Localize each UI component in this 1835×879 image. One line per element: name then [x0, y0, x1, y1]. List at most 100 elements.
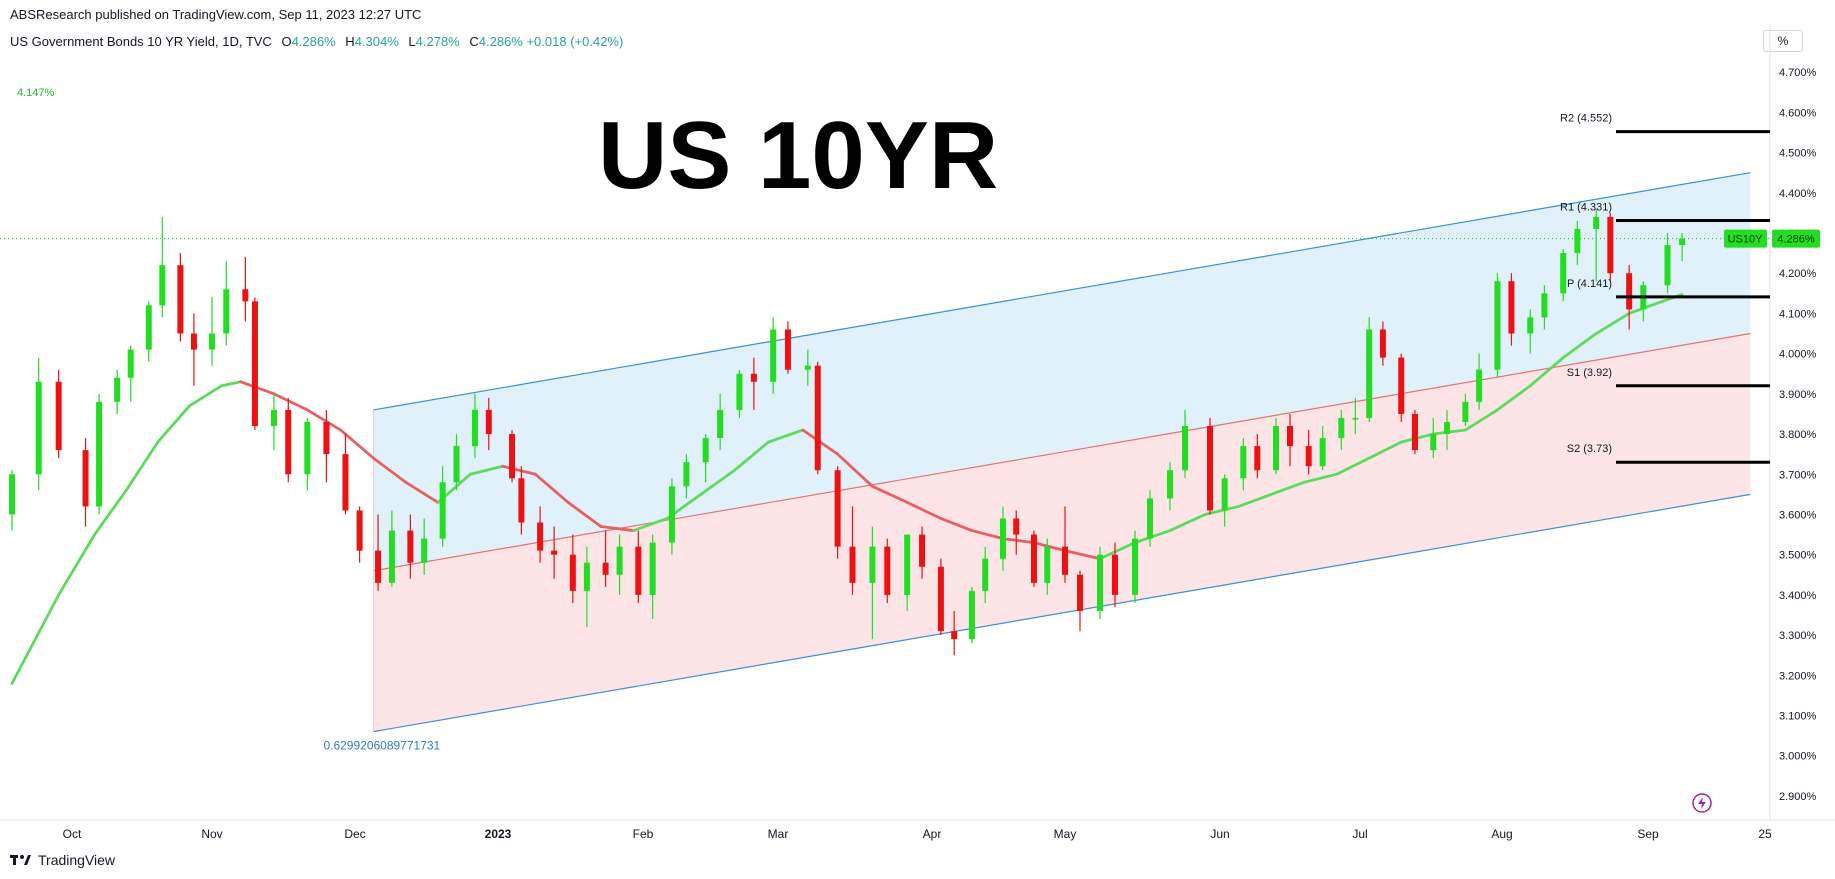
candle-body[interactable]: [1476, 369, 1483, 402]
candle-body[interactable]: [1097, 554, 1103, 611]
candle-body[interactable]: [1062, 546, 1068, 575]
candle-body[interactable]: [251, 301, 258, 426]
candle-body[interactable]: [1254, 446, 1261, 471]
candle-body[interactable]: [1112, 554, 1118, 595]
candle-body[interactable]: [1411, 413, 1418, 451]
candle-body[interactable]: [1044, 546, 1051, 583]
candle-body[interactable]: [177, 265, 184, 334]
candle-body[interactable]: [471, 409, 478, 447]
candle-body[interactable]: [96, 401, 103, 507]
candle-body[interactable]: [1664, 245, 1671, 286]
candle-body[interactable]: [407, 530, 414, 563]
candle-body[interactable]: [270, 409, 277, 426]
candle-body[interactable]: [1013, 518, 1020, 535]
candle-body[interactable]: [1319, 438, 1326, 467]
candle-body[interactable]: [1366, 329, 1373, 418]
candle-body[interactable]: [602, 562, 609, 575]
candle-body[interactable]: [159, 265, 166, 306]
candle-body[interactable]: [35, 381, 42, 475]
candle-body[interactable]: [439, 482, 446, 539]
candle-body[interactable]: [223, 289, 230, 334]
candle-body[interactable]: [1574, 228, 1581, 254]
candle-body[interactable]: [814, 365, 821, 471]
candle-body[interactable]: [537, 522, 544, 551]
candle-body[interactable]: [1560, 253, 1567, 294]
candle-body[interactable]: [127, 349, 134, 378]
candle-body[interactable]: [1132, 538, 1138, 595]
candle-body[interactable]: [82, 450, 89, 507]
candle-body[interactable]: [784, 329, 791, 370]
candle-body[interactable]: [304, 421, 311, 475]
candle-body[interactable]: [1379, 329, 1386, 358]
candle-body[interactable]: [937, 566, 944, 632]
candle-body[interactable]: [114, 377, 121, 402]
candle-body[interactable]: [1287, 426, 1293, 447]
candle-body[interactable]: [1147, 498, 1153, 539]
candle-body[interactable]: [569, 554, 576, 591]
candle-body[interactable]: [1593, 216, 1600, 229]
candle-body[interactable]: [904, 534, 911, 595]
candle-body[interactable]: [1305, 446, 1312, 467]
candle-body[interactable]: [551, 550, 558, 555]
candle-body[interactable]: [668, 486, 675, 543]
candle-body[interactable]: [951, 631, 958, 640]
candle-body[interactable]: [1221, 478, 1228, 511]
lightning-icon[interactable]: [1692, 793, 1712, 813]
candle-body[interactable]: [736, 373, 743, 410]
candle-body[interactable]: [1679, 238, 1686, 246]
candle-body[interactable]: [145, 305, 152, 350]
candle-body[interactable]: [702, 438, 709, 463]
candle-body[interactable]: [190, 333, 197, 350]
candle-body[interactable]: [485, 409, 492, 435]
candle-body[interactable]: [770, 329, 777, 382]
candle-body[interactable]: [242, 289, 249, 302]
candle-body[interactable]: [683, 462, 690, 487]
candle-body[interactable]: [999, 518, 1006, 559]
candle-body[interactable]: [583, 562, 590, 591]
candle-body[interactable]: [375, 550, 382, 583]
candle-body[interactable]: [509, 434, 516, 479]
candle-body[interactable]: [635, 546, 642, 595]
candle-body[interactable]: [849, 546, 856, 583]
candle-body[interactable]: [804, 365, 811, 370]
candle-body[interactable]: [1494, 281, 1501, 370]
candle-body[interactable]: [982, 558, 989, 591]
candle-body[interactable]: [55, 381, 62, 451]
candle-body[interactable]: [834, 470, 841, 547]
candle-body[interactable]: [1167, 470, 1173, 499]
candle-body[interactable]: [1462, 401, 1469, 422]
candle-body[interactable]: [919, 534, 926, 567]
candle-body[interactable]: [1207, 426, 1213, 511]
candle-body[interactable]: [1352, 417, 1359, 420]
candle-body[interactable]: [356, 510, 363, 551]
candle-body[interactable]: [1527, 317, 1534, 334]
candle-body[interactable]: [9, 474, 15, 515]
candle-body[interactable]: [453, 446, 460, 483]
candle-body[interactable]: [1398, 357, 1405, 414]
candle-body[interactable]: [1182, 426, 1188, 471]
candle-body[interactable]: [1077, 574, 1083, 611]
candle-body[interactable]: [616, 546, 623, 575]
candle-body[interactable]: [869, 546, 876, 583]
candle-body[interactable]: [1444, 421, 1451, 435]
candle-body[interactable]: [1541, 293, 1548, 318]
candle-body[interactable]: [1607, 216, 1614, 274]
candle-body[interactable]: [1030, 534, 1037, 583]
candle-body[interactable]: [285, 409, 292, 475]
percent-scale-button[interactable]: %: [1763, 30, 1803, 52]
candle-body[interactable]: [884, 546, 891, 595]
candle-body[interactable]: [649, 542, 656, 595]
candle-body[interactable]: [968, 590, 975, 640]
candle-body[interactable]: [1430, 434, 1437, 451]
candle-body[interactable]: [518, 478, 525, 523]
candle-body[interactable]: [1508, 281, 1515, 334]
candle-body[interactable]: [1626, 273, 1633, 310]
candle-body[interactable]: [209, 333, 215, 350]
candle-body[interactable]: [717, 409, 724, 439]
candle-body[interactable]: [1273, 426, 1279, 471]
candle-body[interactable]: [323, 421, 330, 455]
candle-body[interactable]: [388, 530, 395, 583]
candle-body[interactable]: [1338, 417, 1345, 439]
candle-body[interactable]: [342, 454, 349, 511]
